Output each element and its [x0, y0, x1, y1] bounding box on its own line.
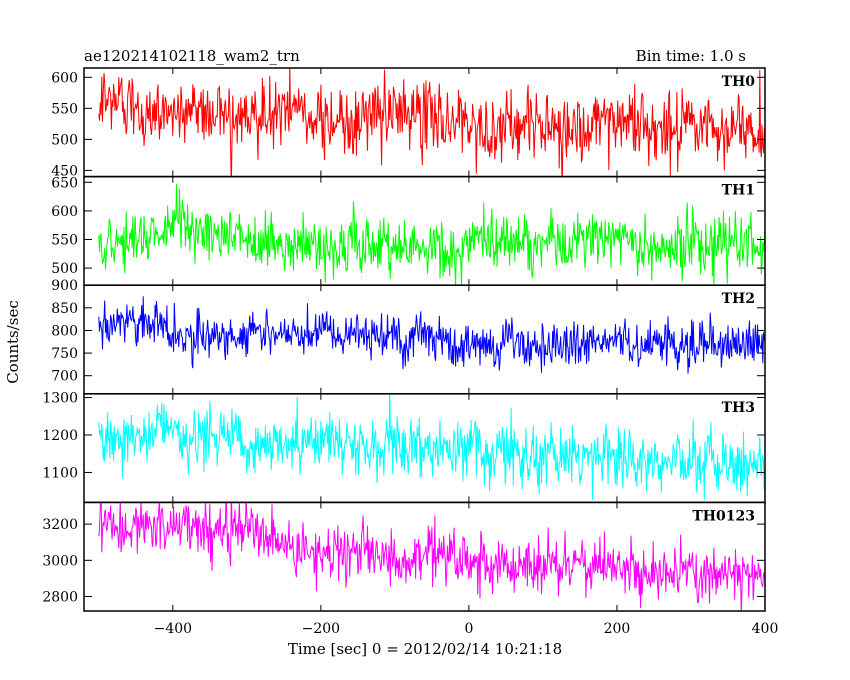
y-tick-label: 3200 — [42, 517, 78, 533]
y-axis-label: Counts/sec — [4, 300, 22, 384]
y-tick-label: 2800 — [42, 590, 78, 606]
panel-label: TH3 — [722, 400, 755, 416]
panel-label: TH0123 — [692, 508, 755, 524]
panels-group: 450 500 550 600 TH0 500 550 600 650 TH1 700 750 800 8… — [42, 67, 766, 612]
x-tick-label: 0 — [464, 621, 473, 637]
y-tick-label: 1300 — [42, 391, 78, 407]
y-tick-label: 1100 — [42, 465, 78, 481]
series-line-th0123 — [98, 502, 765, 611]
y-tick-label: 650 — [51, 175, 78, 191]
y-tick-label: 700 — [51, 369, 78, 385]
series-line-th1 — [98, 183, 765, 286]
x-tick-label: 200 — [604, 621, 631, 637]
y-tick-label: 600 — [51, 204, 78, 220]
series-line-th3 — [98, 393, 765, 501]
y-tick-label: 450 — [51, 163, 78, 179]
x-axis: −400 −200 0 200 400 — [154, 621, 779, 637]
x-tick-label: 400 — [752, 621, 779, 637]
panel-frame — [83, 501, 766, 612]
y-tick-label: 550 — [51, 232, 78, 248]
y-tick-label: 600 — [51, 70, 78, 86]
panel-th3: 1100 1200 1300 TH3 — [42, 391, 766, 504]
y-tick-label: 500 — [51, 132, 78, 148]
y-tick-label: 800 — [51, 323, 78, 339]
y-tick-label: 850 — [51, 301, 78, 317]
panel-label: TH2 — [722, 291, 755, 307]
panel-label: TH0 — [722, 74, 756, 90]
series-line-th2 — [98, 296, 765, 374]
panel-th1: 500 550 600 650 TH1 — [51, 175, 766, 286]
y-tick-label: 1200 — [42, 428, 78, 444]
chart-title-right: Bin time: 1.0 s — [636, 47, 746, 65]
panel-th0123: 2800 3000 3200 TH0123 — [42, 501, 766, 612]
panel-th0: 450 500 550 600 TH0 — [51, 67, 766, 179]
y-tick-label: 550 — [51, 101, 78, 117]
y-tick-label: 750 — [51, 346, 78, 362]
y-tick-label: 500 — [51, 261, 78, 277]
y-tick-label: 900 — [51, 278, 78, 294]
x-axis-label: Time [sec] 0 = 2012/02/14 10:21:18 — [288, 640, 562, 658]
chart-title-left: ae120214102118_wam2_trn — [84, 47, 300, 65]
panel-label: TH1 — [722, 183, 755, 199]
x-tick-label: −200 — [302, 621, 340, 637]
panel-th2: 700 750 800 850 900 TH2 — [51, 278, 766, 395]
series-line-th0 — [98, 68, 765, 177]
y-tick-label: 3000 — [42, 553, 78, 569]
x-tick-label: −400 — [154, 621, 192, 637]
